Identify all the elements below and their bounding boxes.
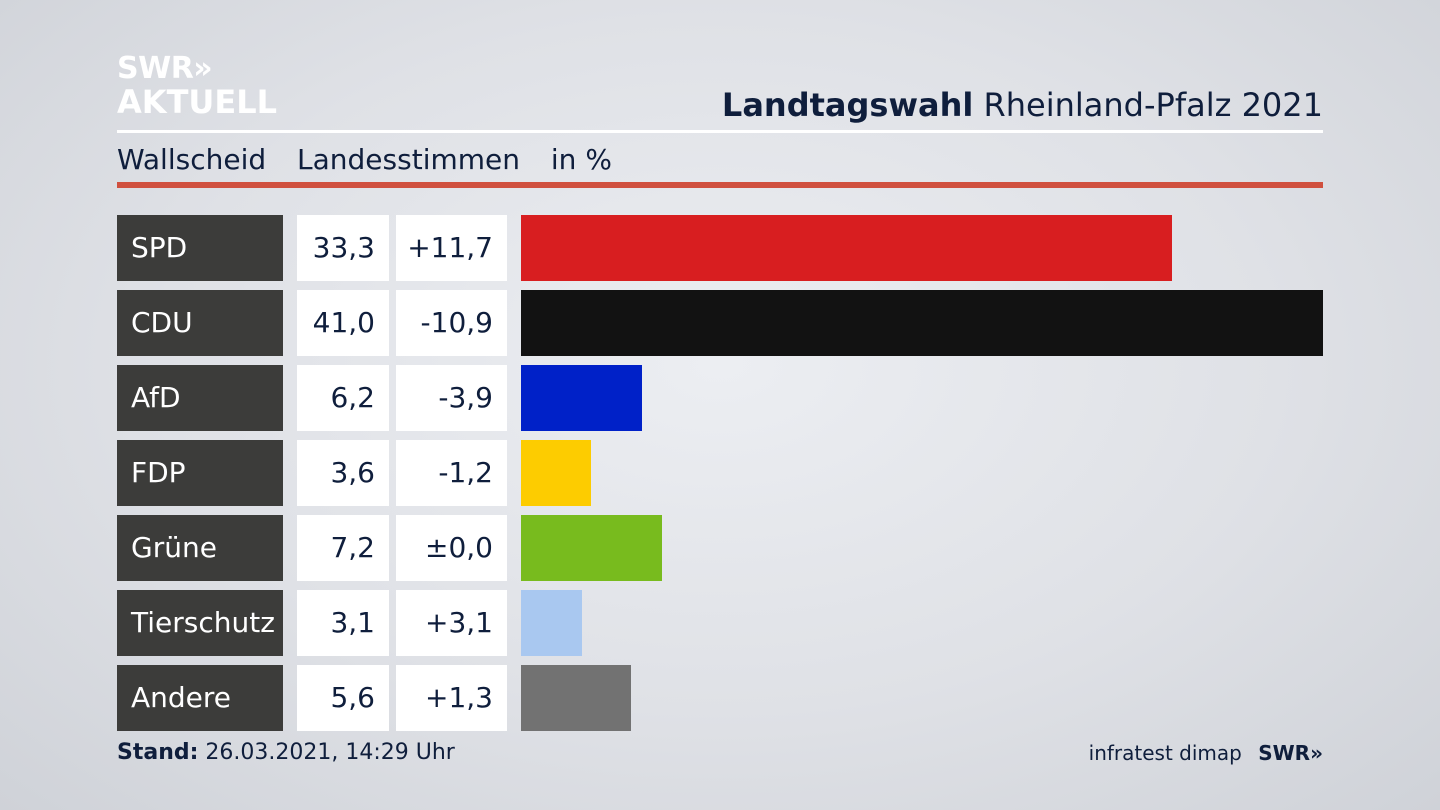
result-row: AfD 6,2 -3,9 (117, 365, 1323, 431)
vote-type-label: Landesstimmen (297, 143, 520, 176)
result-bar (521, 515, 662, 581)
swr-brand: SWR» (1258, 741, 1323, 765)
result-row: SPD 33,3 +11,7 (117, 215, 1323, 281)
vote-share-label: 3,1 (297, 590, 389, 656)
vote-share-label: 33,3 (297, 215, 389, 281)
chart-subheader: Wallscheid Landesstimmen in % (117, 143, 634, 176)
result-bar (521, 665, 631, 731)
change-label: -1,2 (396, 440, 507, 506)
stand-value: 26.03.2021, 14:29 Uhr (205, 740, 455, 765)
title-rest: Rheinland-Pfalz 2021 (983, 86, 1323, 124)
vote-share-label: 6,2 (297, 365, 389, 431)
result-bar (521, 440, 591, 506)
source-credit: infratest dimap SWR» (1089, 741, 1323, 765)
source-label: infratest dimap (1088, 741, 1242, 765)
timestamp: Stand: 26.03.2021, 14:29 Uhr (117, 740, 455, 765)
party-label: FDP (117, 440, 283, 506)
result-row: Tierschutz 3,1 +3,1 (117, 590, 1323, 656)
party-label: CDU (117, 290, 283, 356)
result-row: Andere 5,6 +1,3 (117, 665, 1323, 731)
result-bar (521, 215, 1172, 281)
vote-share-label: 7,2 (297, 515, 389, 581)
change-label: -3,9 (396, 365, 507, 431)
party-label: Grüne (117, 515, 283, 581)
vote-share-label: 41,0 (297, 290, 389, 356)
result-bar (521, 590, 582, 656)
result-row: CDU 41,0 -10,9 (117, 290, 1323, 356)
party-label: AfD (117, 365, 283, 431)
change-label: ±0,0 (396, 515, 507, 581)
result-bar (521, 290, 1323, 356)
place-label: Wallscheid (117, 143, 267, 176)
vote-share-label: 5,6 (297, 665, 389, 731)
vote-share-label: 3,6 (297, 440, 389, 506)
header-divider (117, 130, 1323, 133)
accent-divider (117, 182, 1323, 188)
logo-line-2: AKTUELL (117, 83, 278, 121)
party-label: Tierschutz (117, 590, 283, 656)
swr-aktuell-logo: SWR» AKTUELL (117, 51, 278, 121)
result-bar (521, 365, 642, 431)
logo-line-1: SWR» (117, 51, 213, 86)
stand-label: Stand: (117, 740, 199, 765)
result-row: FDP 3,6 -1,2 (117, 440, 1323, 506)
change-label: +11,7 (396, 215, 507, 281)
title-bold: Landtagswahl (721, 86, 974, 124)
change-label: -10,9 (396, 290, 507, 356)
result-row: Grüne 7,2 ±0,0 (117, 515, 1323, 581)
change-label: +1,3 (396, 665, 507, 731)
party-label: SPD (117, 215, 283, 281)
unit-label: in % (550, 143, 612, 176)
party-label: Andere (117, 665, 283, 731)
page-title: Landtagswahl Rheinland-Pfalz 2021 (722, 86, 1323, 124)
change-label: +3,1 (396, 590, 507, 656)
